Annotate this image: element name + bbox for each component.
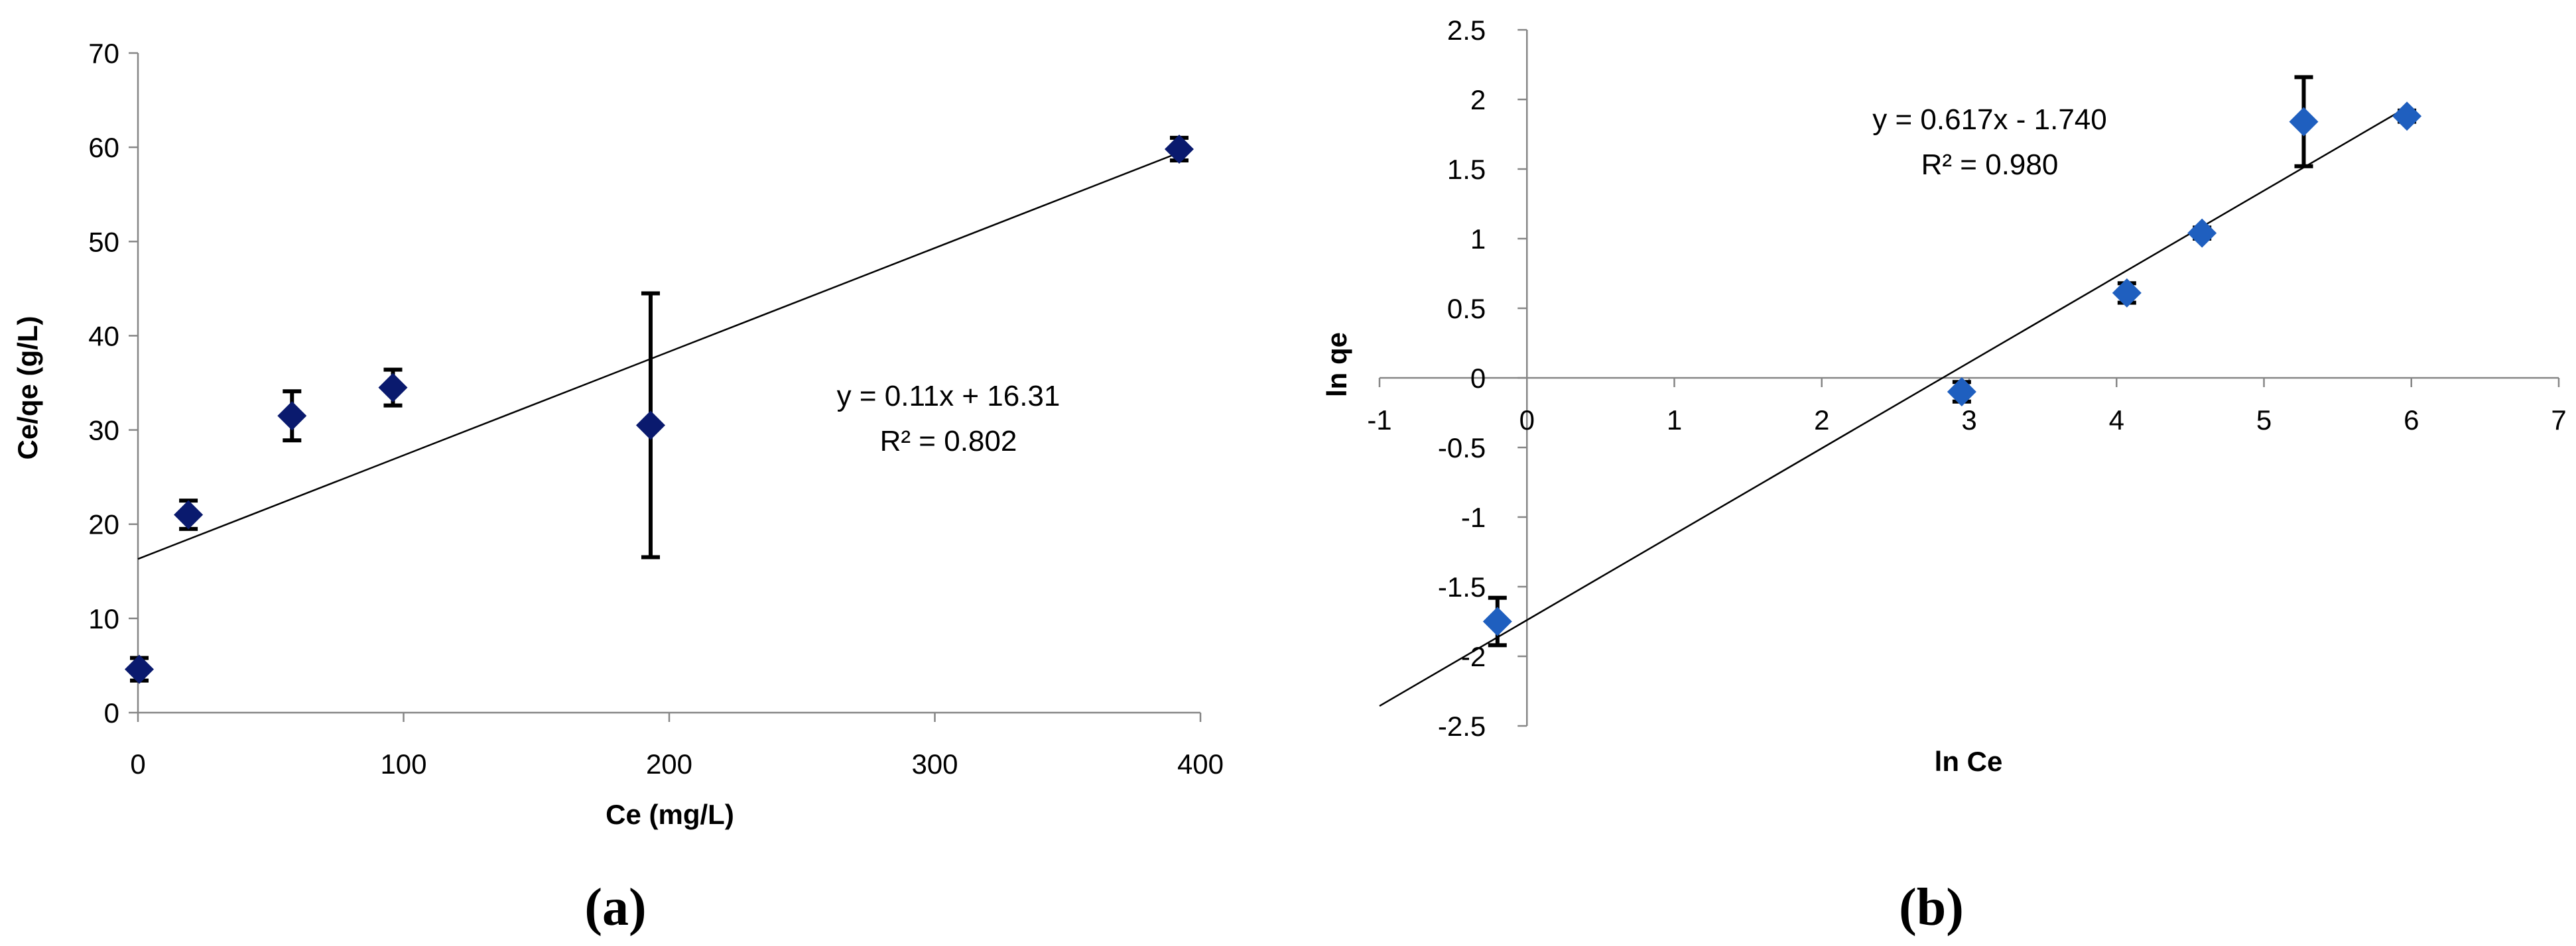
x-tick-label: 0 xyxy=(1519,404,1535,436)
data-point xyxy=(1947,377,1976,406)
trendline xyxy=(137,152,1180,560)
x-tick-label: 5 xyxy=(2256,404,2272,436)
trendline-equation: y = 0.617x - 1.740 xyxy=(1872,103,2106,136)
y-axis-title: Ce/qe (g/L) xyxy=(12,316,43,460)
y-tick-label: 1 xyxy=(1470,223,1486,255)
panel-label-a: (a) xyxy=(584,878,646,937)
data-point xyxy=(125,654,155,684)
y-tick-label: 70 xyxy=(88,38,119,69)
x-tick-label: 0 xyxy=(130,748,145,780)
y-tick-label: 60 xyxy=(88,132,119,163)
data-point xyxy=(2112,278,2142,308)
y-tick-label: 40 xyxy=(88,320,119,351)
chart-panel-a: 0 10 20 30 40 50 60 70 0 100 200 300 400 Ce (mg/L) Ce/… xyxy=(12,38,1224,937)
x-tick-label: 7 xyxy=(2551,404,2566,436)
r-squared: R² = 0.980 xyxy=(1921,148,2059,181)
y-tick-label: 50 xyxy=(88,226,119,257)
x-axis-title: ln Ce xyxy=(1935,746,2003,777)
chart-panel-b: -2.5-2-1.5-1-0.500.511.522.5-1 0 1 2 3 4 5 6 7ln… xyxy=(1321,15,2567,937)
y-tick-label: 0 xyxy=(104,697,119,729)
x-tick-label: 4 xyxy=(2109,404,2124,436)
y-tick-label: -0.5 xyxy=(1438,432,1486,463)
x-tick-label: 2 xyxy=(1814,404,1829,436)
trendline-equation: y = 0.11x + 16.31 xyxy=(837,380,1061,412)
y-axis-title: ln qe xyxy=(1321,332,1352,397)
data-point xyxy=(378,373,408,402)
x-tick-label: 6 xyxy=(2404,404,2419,436)
x-tick-label: 100 xyxy=(380,748,426,780)
y-tick-label: 1.5 xyxy=(1447,154,1486,185)
y-tick-label: -2.5 xyxy=(1438,711,1486,742)
data-point xyxy=(2289,107,2319,137)
data-point xyxy=(174,500,204,530)
y-tick-label: -1.5 xyxy=(1438,571,1486,603)
y-tick-label: 0 xyxy=(1470,363,1486,394)
y-tick-label: 2.5 xyxy=(1447,15,1486,46)
data-point xyxy=(277,401,307,431)
trendline xyxy=(1379,106,2408,707)
x-tick-label: 3 xyxy=(1961,404,1976,436)
x-tick-label: 400 xyxy=(1177,748,1224,780)
data-point xyxy=(1164,134,1194,164)
y-tick-label: 10 xyxy=(88,603,119,634)
y-tick-label: 30 xyxy=(88,415,119,446)
x-tick-label: 300 xyxy=(911,748,958,780)
data-point xyxy=(1482,607,1512,636)
x-axis-title: Ce (mg/L) xyxy=(606,799,734,830)
y-tick-label: 0.5 xyxy=(1447,293,1486,324)
data-point xyxy=(2392,101,2422,131)
r-squared: R² = 0.802 xyxy=(880,425,1017,457)
y-tick-label: -1 xyxy=(1461,502,1486,533)
y-tick-label: 2 xyxy=(1470,84,1486,115)
y-tick-label: 20 xyxy=(88,509,119,540)
data-point xyxy=(635,410,665,440)
x-tick-label: 200 xyxy=(646,748,692,780)
x-tick-label: 1 xyxy=(1667,404,1682,436)
panel-label-b: (b) xyxy=(1899,878,1964,937)
data-point xyxy=(2187,218,2217,248)
x-tick-label: -1 xyxy=(1367,404,1391,436)
